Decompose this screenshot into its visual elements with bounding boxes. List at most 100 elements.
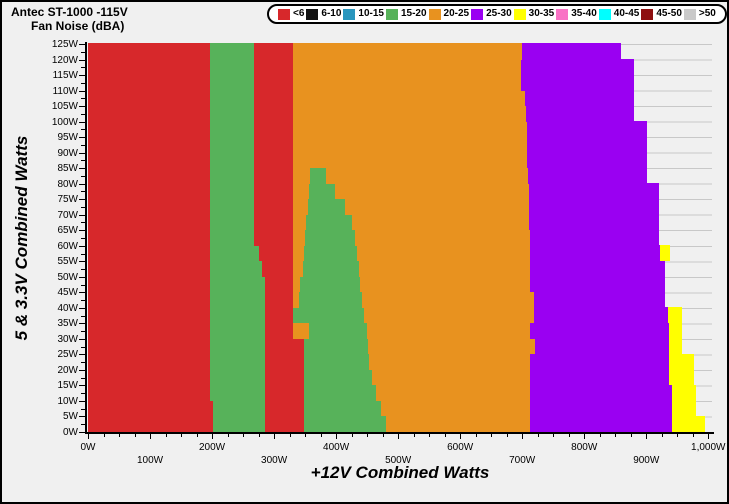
- heat-segment: [364, 307, 534, 324]
- heat-segment: [667, 307, 683, 324]
- heat-segment: [88, 152, 210, 169]
- heat-segment: [368, 338, 536, 355]
- x-tick: [88, 434, 89, 439]
- heat-segment: [265, 276, 293, 293]
- heat-segment: [520, 58, 634, 76]
- heat-segment: [359, 260, 530, 277]
- x-minor-tick: [289, 434, 291, 437]
- heat-segment: [292, 152, 528, 169]
- heat-segment: [292, 245, 304, 262]
- legend-color-swatch: [471, 8, 484, 20]
- legend-label: 15-20: [400, 8, 427, 19]
- x-tick-label: 500W: [385, 455, 412, 466]
- heat-row: [88, 214, 712, 231]
- y-tick: [79, 137, 85, 139]
- x-minor-tick: [615, 434, 617, 437]
- heat-segment: [305, 229, 355, 246]
- y-tick-label: 40W: [57, 302, 78, 314]
- y-minor-tick: [81, 300, 85, 302]
- x-minor-tick: [491, 434, 493, 437]
- heat-segment: [88, 183, 210, 200]
- heat-row: [88, 276, 712, 293]
- y-tick: [79, 400, 85, 402]
- heat-segment: [292, 167, 311, 184]
- heat-segment: [88, 369, 210, 386]
- y-minor-tick: [81, 222, 85, 224]
- y-tick: [79, 59, 85, 61]
- heat-segment: [368, 353, 531, 370]
- heat-segment: [253, 121, 293, 138]
- heat-segment: [88, 400, 214, 417]
- heat-segment: [265, 353, 304, 370]
- y-tick: [79, 385, 85, 387]
- x-minor-tick: [305, 434, 307, 437]
- heat-segment: [529, 322, 670, 339]
- x-minor-tick: [119, 434, 120, 437]
- heat-segment: [209, 291, 266, 308]
- x-minor-tick: [537, 434, 539, 437]
- heat-segment: [209, 89, 254, 107]
- x-tick: [398, 434, 400, 439]
- heat-segment: [209, 167, 254, 184]
- heat-segment: [88, 229, 210, 246]
- y-minor-tick: [81, 175, 85, 177]
- noise-legend: <6 6-10 10-15 15-20 20-25 25-30 30-35 35-40 40-4…: [267, 4, 727, 24]
- heat-segment: [292, 74, 521, 91]
- x-tick: [336, 434, 338, 439]
- heat-segment: [209, 229, 254, 246]
- y-tick: [79, 214, 85, 216]
- heat-row: [88, 183, 712, 200]
- heat-segment: [334, 183, 529, 200]
- heat-segment: [671, 400, 697, 417]
- x-axis-title: +12V Combined Watts: [310, 463, 490, 482]
- y-tick: [79, 369, 85, 371]
- y-minor-tick: [81, 253, 85, 255]
- y-tick-label: 75W: [57, 194, 78, 206]
- heat-segment: [88, 121, 210, 138]
- x-minor-tick: [227, 434, 229, 437]
- heat-segment: [253, 74, 293, 91]
- y-minor-tick: [81, 331, 85, 333]
- y-tick: [79, 292, 85, 294]
- y-minor-tick: [81, 346, 85, 348]
- heat-segment: [88, 291, 210, 308]
- heat-segment: [367, 322, 530, 339]
- heat-segment: [253, 105, 293, 122]
- heat-segment: [265, 369, 304, 386]
- y-minor-tick: [81, 424, 85, 426]
- heat-row: [88, 198, 712, 215]
- heat-segment: [354, 229, 530, 246]
- heat-segment: [530, 384, 672, 401]
- heat-segment: [529, 183, 659, 200]
- heat-segment: [209, 74, 254, 91]
- heat-segment: [209, 369, 266, 386]
- heat-segment: [522, 43, 622, 60]
- heat-segment: [253, 43, 293, 60]
- heat-row: [88, 384, 712, 401]
- x-tick-label: 1,000W: [691, 442, 726, 453]
- y-minor-tick: [81, 315, 85, 317]
- y-tick: [79, 183, 85, 185]
- legend-label: 20-25: [443, 8, 470, 19]
- heat-segment: [529, 245, 660, 262]
- heat-segment: [292, 198, 308, 215]
- x-minor-tick: [506, 434, 508, 437]
- legend-color-swatch: [385, 8, 398, 20]
- y-minor-tick: [81, 362, 85, 364]
- heat-segment: [303, 338, 369, 355]
- heat-segment: [303, 260, 360, 277]
- heat-segment: [292, 214, 307, 231]
- heat-row: [88, 353, 712, 370]
- heat-segment: [303, 415, 386, 432]
- heat-segment: [303, 245, 358, 262]
- y-minor-tick: [81, 191, 85, 193]
- y-tick-label: 110W: [52, 85, 78, 97]
- x-tick: [584, 434, 586, 439]
- heat-row: [88, 105, 712, 122]
- heat-row: [88, 338, 712, 355]
- y-minor-tick: [81, 408, 85, 410]
- x-minor-tick: [568, 434, 570, 437]
- heat-segment: [292, 43, 523, 60]
- y-tick-label: 5W: [63, 411, 78, 423]
- y-tick-label: 50W: [57, 271, 78, 283]
